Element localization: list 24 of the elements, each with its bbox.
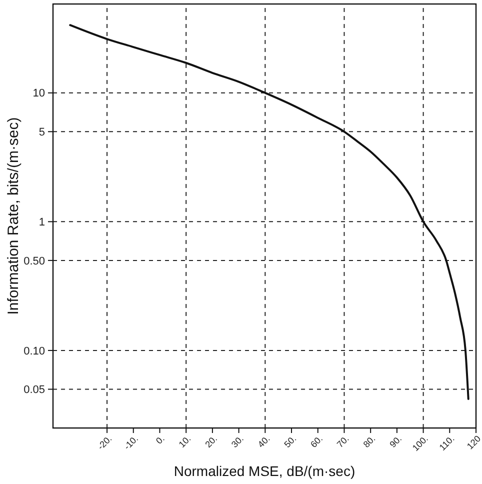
x-tick-label: -10.: [122, 434, 140, 452]
x-tick-label: 90.: [388, 434, 404, 450]
y-tick-label: 0.05: [24, 384, 45, 396]
x-tick-label: 10.: [176, 434, 193, 450]
line-series: [69, 24, 470, 400]
y-tick-label: 1: [38, 216, 45, 229]
x-tick-label: 120: [464, 434, 482, 452]
y-tick-label: 0.50: [24, 255, 45, 268]
x-tick-label: -20.: [96, 434, 114, 452]
x-tick-label: 50.: [282, 434, 298, 450]
x-axis-title: Normalized MSE, dB/(m·sec): [174, 463, 356, 479]
x-tick-label: 20.: [203, 434, 220, 450]
x-tick-label: 110.: [437, 434, 456, 453]
x-tick-label: 40.: [256, 434, 272, 450]
x-tick-label: 0.: [154, 434, 166, 446]
x-tick-label: 60.: [308, 434, 325, 450]
x-tick-label: 100.: [410, 434, 430, 454]
x-tick-label: 80.: [361, 434, 378, 450]
y-tick-label: 0.10: [24, 345, 45, 358]
y-tick-label: 10: [32, 88, 45, 100]
x-tick-label: 70.: [334, 434, 351, 450]
y-tick-label: 5: [38, 126, 45, 139]
x-tick-label: 30.: [230, 434, 246, 450]
y-axis-title: Information Rate, bits/(m·sec): [5, 117, 22, 315]
